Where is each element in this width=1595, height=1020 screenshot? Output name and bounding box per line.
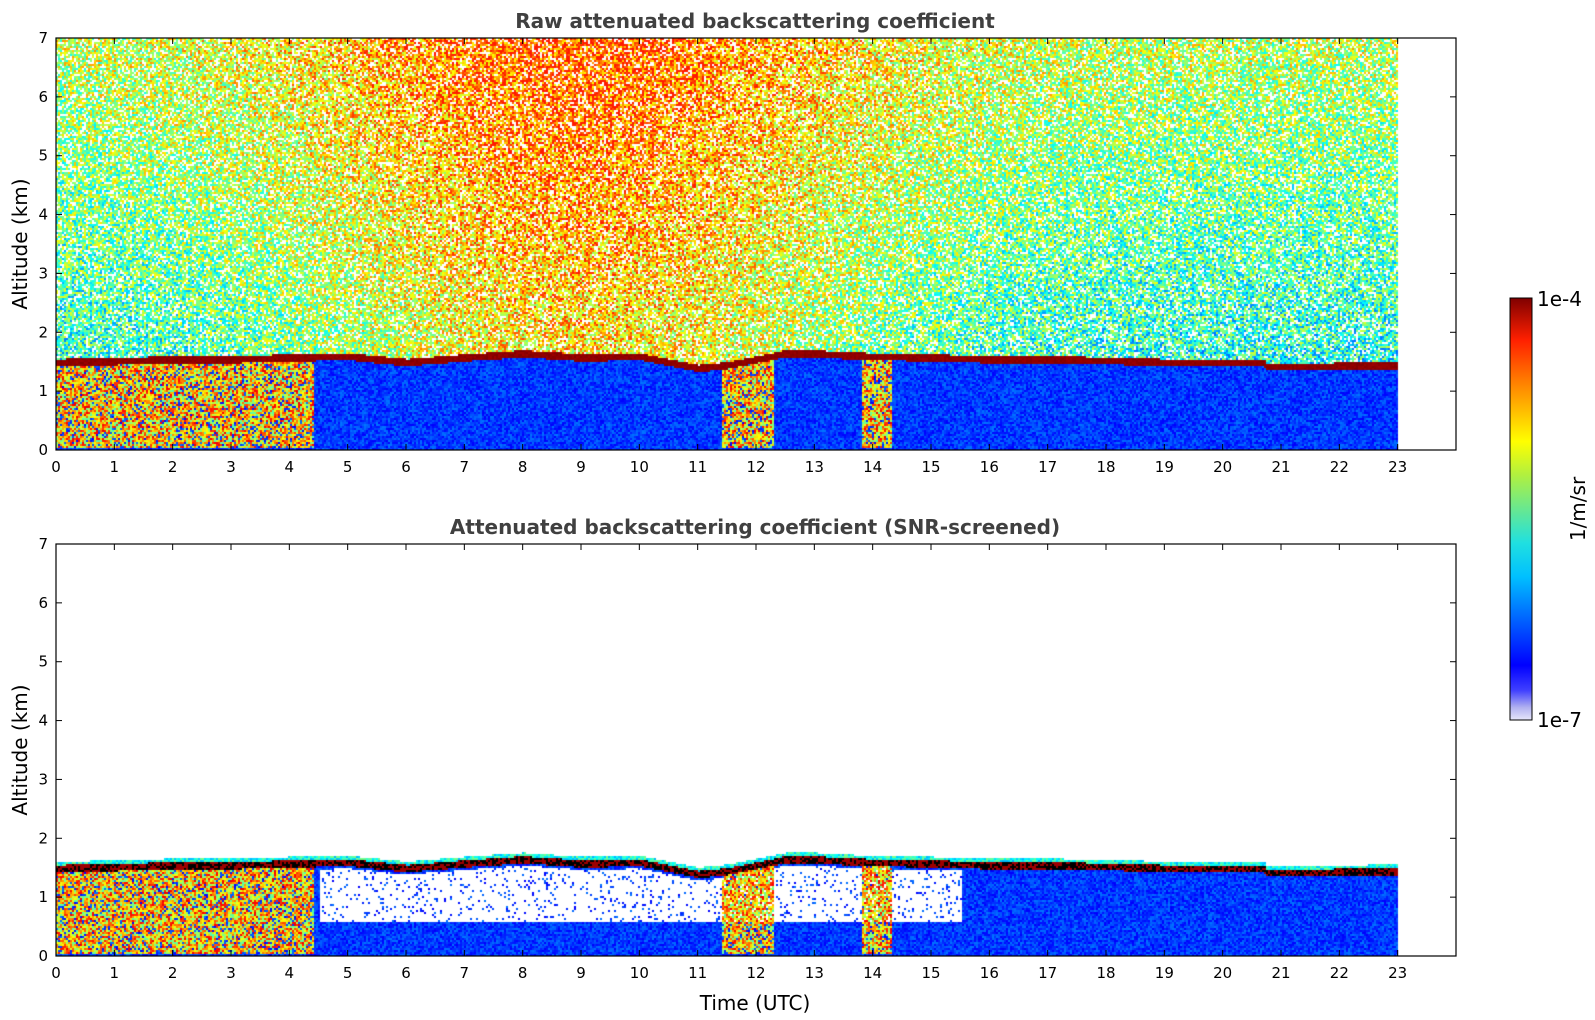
screened-heatmap-image (56, 544, 1456, 956)
y-tick-label: 5 (38, 147, 48, 165)
x-tick-label: 23 (1388, 964, 1407, 982)
x-tick-label: 18 (1096, 458, 1115, 476)
raw-backscatter-panel: Raw attenuated backscattering coefficien… (8, 9, 1457, 476)
colorbar-gradient (1509, 297, 1533, 721)
x-tick-label: 19 (1155, 458, 1174, 476)
x-tick-label: 17 (1038, 964, 1057, 982)
x-tick-label: 10 (630, 964, 649, 982)
x-tick-label: 1 (110, 458, 120, 476)
raw-panel-y-axis-label: Altitude (km) (8, 178, 32, 309)
x-tick-label: 22 (1330, 964, 1349, 982)
x-tick-label: 13 (805, 458, 824, 476)
screened-backscatter-heatmap (56, 544, 1456, 956)
y-tick-label: 4 (38, 206, 48, 224)
x-tick-label: 21 (1271, 458, 1290, 476)
x-tick-label: 8 (518, 458, 528, 476)
x-tick-label: 17 (1038, 458, 1057, 476)
x-tick-label: 15 (921, 458, 940, 476)
x-tick-label: 12 (746, 964, 765, 982)
y-tick-label: 4 (38, 712, 48, 730)
colorbar-max-label: 1e-4 (1537, 287, 1582, 311)
x-tick-label: 16 (980, 964, 999, 982)
x-tick-label: 18 (1096, 964, 1115, 982)
x-tick-label: 14 (863, 964, 882, 982)
y-tick-label: 0 (38, 947, 48, 965)
y-tick-label: 2 (38, 829, 48, 847)
y-tick-label: 5 (38, 653, 48, 671)
y-tick-label: 1 (38, 382, 48, 400)
raw-heatmap-image (56, 38, 1456, 450)
x-tick-label: 4 (285, 964, 295, 982)
x-tick-label: 11 (688, 458, 707, 476)
x-tick-label: 7 (460, 458, 470, 476)
x-tick-label: 4 (285, 458, 295, 476)
x-tick-label: 6 (401, 964, 411, 982)
x-tick-label: 3 (226, 458, 236, 476)
x-tick-label: 5 (343, 458, 353, 476)
x-tick-label: 13 (805, 964, 824, 982)
x-tick-label: 23 (1388, 458, 1407, 476)
x-tick-label: 1 (110, 964, 120, 982)
x-tick-label: 8 (518, 964, 528, 982)
y-tick-label: 6 (38, 594, 48, 612)
x-tick-label: 7 (460, 964, 470, 982)
x-tick-label: 15 (921, 964, 940, 982)
x-tick-label: 12 (746, 458, 765, 476)
raw-panel-title: Raw attenuated backscattering coefficien… (515, 9, 995, 33)
raw-backscatter-heatmap (56, 38, 1456, 450)
x-tick-label: 21 (1271, 964, 1290, 982)
colorbar-unit-label: 1/m/sr (1566, 476, 1590, 541)
x-tick-label: 0 (51, 964, 61, 982)
y-tick-label: 0 (38, 441, 48, 459)
x-tick-label: 6 (401, 458, 411, 476)
x-tick-label: 5 (343, 964, 353, 982)
y-tick-label: 7 (38, 535, 48, 553)
screened-panel-y-axis-label: Altitude (km) (8, 684, 32, 815)
x-tick-label: 14 (863, 458, 882, 476)
screened-backscatter-panel: Attenuated backscattering coefficient (S… (8, 515, 1457, 1015)
x-tick-label: 10 (630, 458, 649, 476)
y-tick-label: 2 (38, 323, 48, 341)
x-tick-label: 19 (1155, 964, 1174, 982)
x-tick-label: 9 (576, 458, 586, 476)
x-tick-label: 2 (168, 458, 178, 476)
y-tick-label: 3 (38, 770, 48, 788)
x-tick-label: 22 (1330, 458, 1349, 476)
x-tick-label: 11 (688, 964, 707, 982)
x-tick-label: 2 (168, 964, 178, 982)
y-tick-label: 1 (38, 888, 48, 906)
x-tick-label: 3 (226, 964, 236, 982)
x-tick-label: 20 (1213, 458, 1232, 476)
x-tick-label: 20 (1213, 964, 1232, 982)
x-axis-label: Time (UTC) (699, 991, 811, 1015)
x-tick-label: 16 (980, 458, 999, 476)
colorbar-min-label: 1e-7 (1537, 708, 1582, 732)
x-tick-label: 0 (51, 458, 61, 476)
raw-panel-ticks: 0 1 2 3 4 5 6 7 8 9 10 11 12 13 14 15 16 17 18 19 20 21 22 2301… (38, 29, 1456, 476)
x-tick-label: 9 (576, 964, 586, 982)
y-tick-label: 3 (38, 264, 48, 282)
y-tick-label: 6 (38, 88, 48, 106)
screened-panel-ticks: 0 1 2 3 4 5 6 7 8 9 10 11 12 13 14 15 16 17 18 19 20 21 22 2301… (38, 535, 1456, 982)
colorbar: 1e-4 1e-7 1/m/sr (1509, 287, 1590, 732)
y-tick-label: 7 (38, 29, 48, 47)
screened-panel-title: Attenuated backscattering coefficient (S… (450, 515, 1060, 539)
